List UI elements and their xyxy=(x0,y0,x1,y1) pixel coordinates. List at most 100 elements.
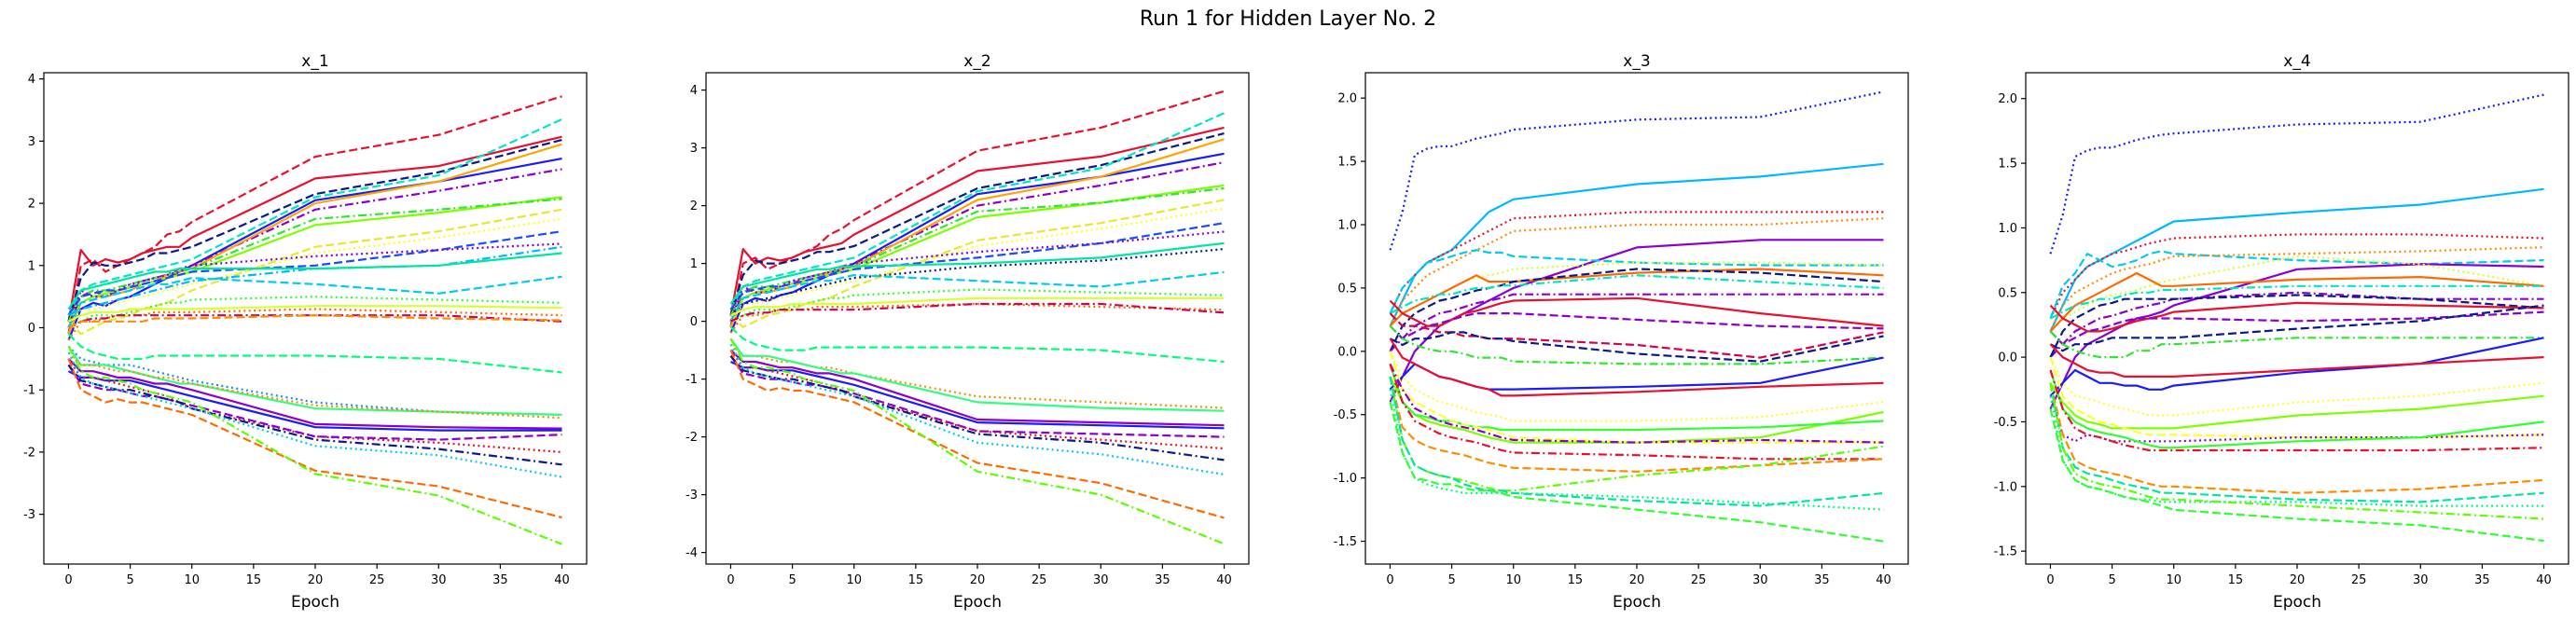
series-line-30 xyxy=(729,350,1225,519)
series-line-2 xyxy=(729,126,1225,316)
series-line-13 xyxy=(1389,312,1884,340)
y-tick-label: -3 xyxy=(23,508,35,522)
x-tick-label: 25 xyxy=(1032,573,1047,587)
y-tick-label: 1.5 xyxy=(1998,158,2017,172)
subplot-4: 0 5 10 15 20 25 30 35 40 -1.5 -1.0 -0.5 0.0 0.5 1.0 1.5… xyxy=(1994,52,2569,612)
y-tick-label: -0.5 xyxy=(1994,416,2017,430)
x-axis-label: Epoch xyxy=(953,593,1002,612)
subplot-title: x_2 xyxy=(963,52,990,71)
y-tick-label: 2 xyxy=(690,200,698,214)
series-line-1 xyxy=(729,90,1225,328)
series-group xyxy=(67,95,562,545)
series-line-11 xyxy=(1389,293,1884,352)
subplot-title: x_4 xyxy=(2283,52,2310,71)
series-line-9 xyxy=(67,198,562,323)
x-axis-label: Epoch xyxy=(2273,593,2321,612)
x-tick-label: 30 xyxy=(1752,573,1768,587)
y-tick-label: -2 xyxy=(23,446,35,460)
x-tick-label: 10 xyxy=(846,573,862,587)
series-line-31 xyxy=(729,338,1225,545)
series-line-11 xyxy=(2049,294,2544,358)
series-line-3 xyxy=(1389,211,1884,314)
series-line-3 xyxy=(67,138,562,323)
x-tick-label: 15 xyxy=(2228,573,2244,587)
x-tick-label: 35 xyxy=(1814,573,1830,587)
series-line-20 xyxy=(68,314,562,329)
series-line-29 xyxy=(729,343,1225,475)
series-line-25 xyxy=(1389,376,1884,473)
y-tick-label: -1.5 xyxy=(1334,535,1357,549)
series-line-6 xyxy=(2049,263,2544,410)
series-line-14 xyxy=(68,245,562,317)
x-tick-label: 10 xyxy=(184,573,200,587)
y-tick-label: -1.5 xyxy=(1994,545,2017,559)
series-line-25 xyxy=(2049,382,2544,503)
x-tick-label: 5 xyxy=(788,573,796,587)
y-tick-label: 0.0 xyxy=(1998,351,2017,365)
series-line-16 xyxy=(67,275,562,328)
y-tick-label: 0.0 xyxy=(1337,345,1357,359)
x-tick-label: 0 xyxy=(727,573,734,587)
series-line-9 xyxy=(2049,284,2544,320)
series-line-8 xyxy=(1389,268,1884,327)
series-line-29 xyxy=(67,364,562,441)
series-line-1 xyxy=(1389,90,1884,251)
series-line-11 xyxy=(729,207,1225,323)
series-group xyxy=(1389,90,1884,543)
x-tick-label: 20 xyxy=(970,573,986,587)
subplot-title: x_1 xyxy=(301,52,328,71)
series-line-1 xyxy=(67,95,562,335)
series-line-12 xyxy=(729,222,1225,310)
plot-frame xyxy=(705,72,1250,565)
series-line-11 xyxy=(67,217,562,329)
x-tick-label: 25 xyxy=(2351,573,2367,587)
y-tick-label: 3 xyxy=(28,135,35,149)
y-tick-label: -1 xyxy=(23,384,35,398)
y-tick-label: 1.5 xyxy=(1337,156,1357,170)
y-tick-label: 0.5 xyxy=(1337,282,1357,296)
series-line-26 xyxy=(729,355,1225,438)
x-tick-label: 0 xyxy=(64,573,72,587)
series-line-9 xyxy=(729,186,1225,316)
x-tick-label: 30 xyxy=(431,573,447,587)
series-line-25 xyxy=(67,351,562,420)
series-group xyxy=(2049,93,2544,543)
y-tick-label: 1 xyxy=(690,257,698,271)
series-line-13 xyxy=(2049,310,2544,346)
series-line-4 xyxy=(67,158,562,341)
y-tick-label: 1.0 xyxy=(1337,218,1357,232)
x-axis-label: Epoch xyxy=(1613,593,1661,612)
series-line-23 xyxy=(729,338,1225,412)
series-line-14 xyxy=(2049,304,2544,352)
x-tick-label: 0 xyxy=(1386,573,1393,587)
series-line-22 xyxy=(2049,369,2544,449)
x-tick-label: 30 xyxy=(1093,573,1109,587)
series-line-20 xyxy=(730,302,1225,323)
series-line-28 xyxy=(2049,408,2544,543)
x-tick-label: 10 xyxy=(1505,573,1521,587)
series-line-16 xyxy=(1389,324,1884,365)
series-line-29 xyxy=(1389,401,1884,543)
y-tick-label: -0.5 xyxy=(1334,408,1357,422)
y-tick-label: 0.5 xyxy=(1998,286,2017,300)
series-line-23 xyxy=(67,345,562,416)
series-line-3 xyxy=(2049,233,2544,319)
subplot-3: 0 5 10 15 20 25 30 35 40 -1.5 -1.0 -0.5 0.0 0.5 1.0 1.5… xyxy=(1334,52,1909,612)
series-line-15 xyxy=(729,241,1225,305)
y-tick-label: 1.0 xyxy=(1998,222,2017,236)
series-line-14 xyxy=(729,248,1225,317)
series-line-17 xyxy=(730,288,1225,323)
series-line-21 xyxy=(729,325,1225,364)
series-line-21 xyxy=(2049,395,2544,443)
y-tick-label: 2 xyxy=(28,198,35,212)
series-line-2 xyxy=(2049,187,2544,332)
series-line-19 xyxy=(729,302,1225,334)
y-tick-label: 2.0 xyxy=(1998,92,2017,106)
series-line-25 xyxy=(730,361,1225,430)
series-line-15 xyxy=(2049,330,2544,359)
series-line-24 xyxy=(729,349,1225,427)
x-tick-label: 0 xyxy=(2046,573,2054,587)
x-tick-label: 15 xyxy=(908,573,924,587)
